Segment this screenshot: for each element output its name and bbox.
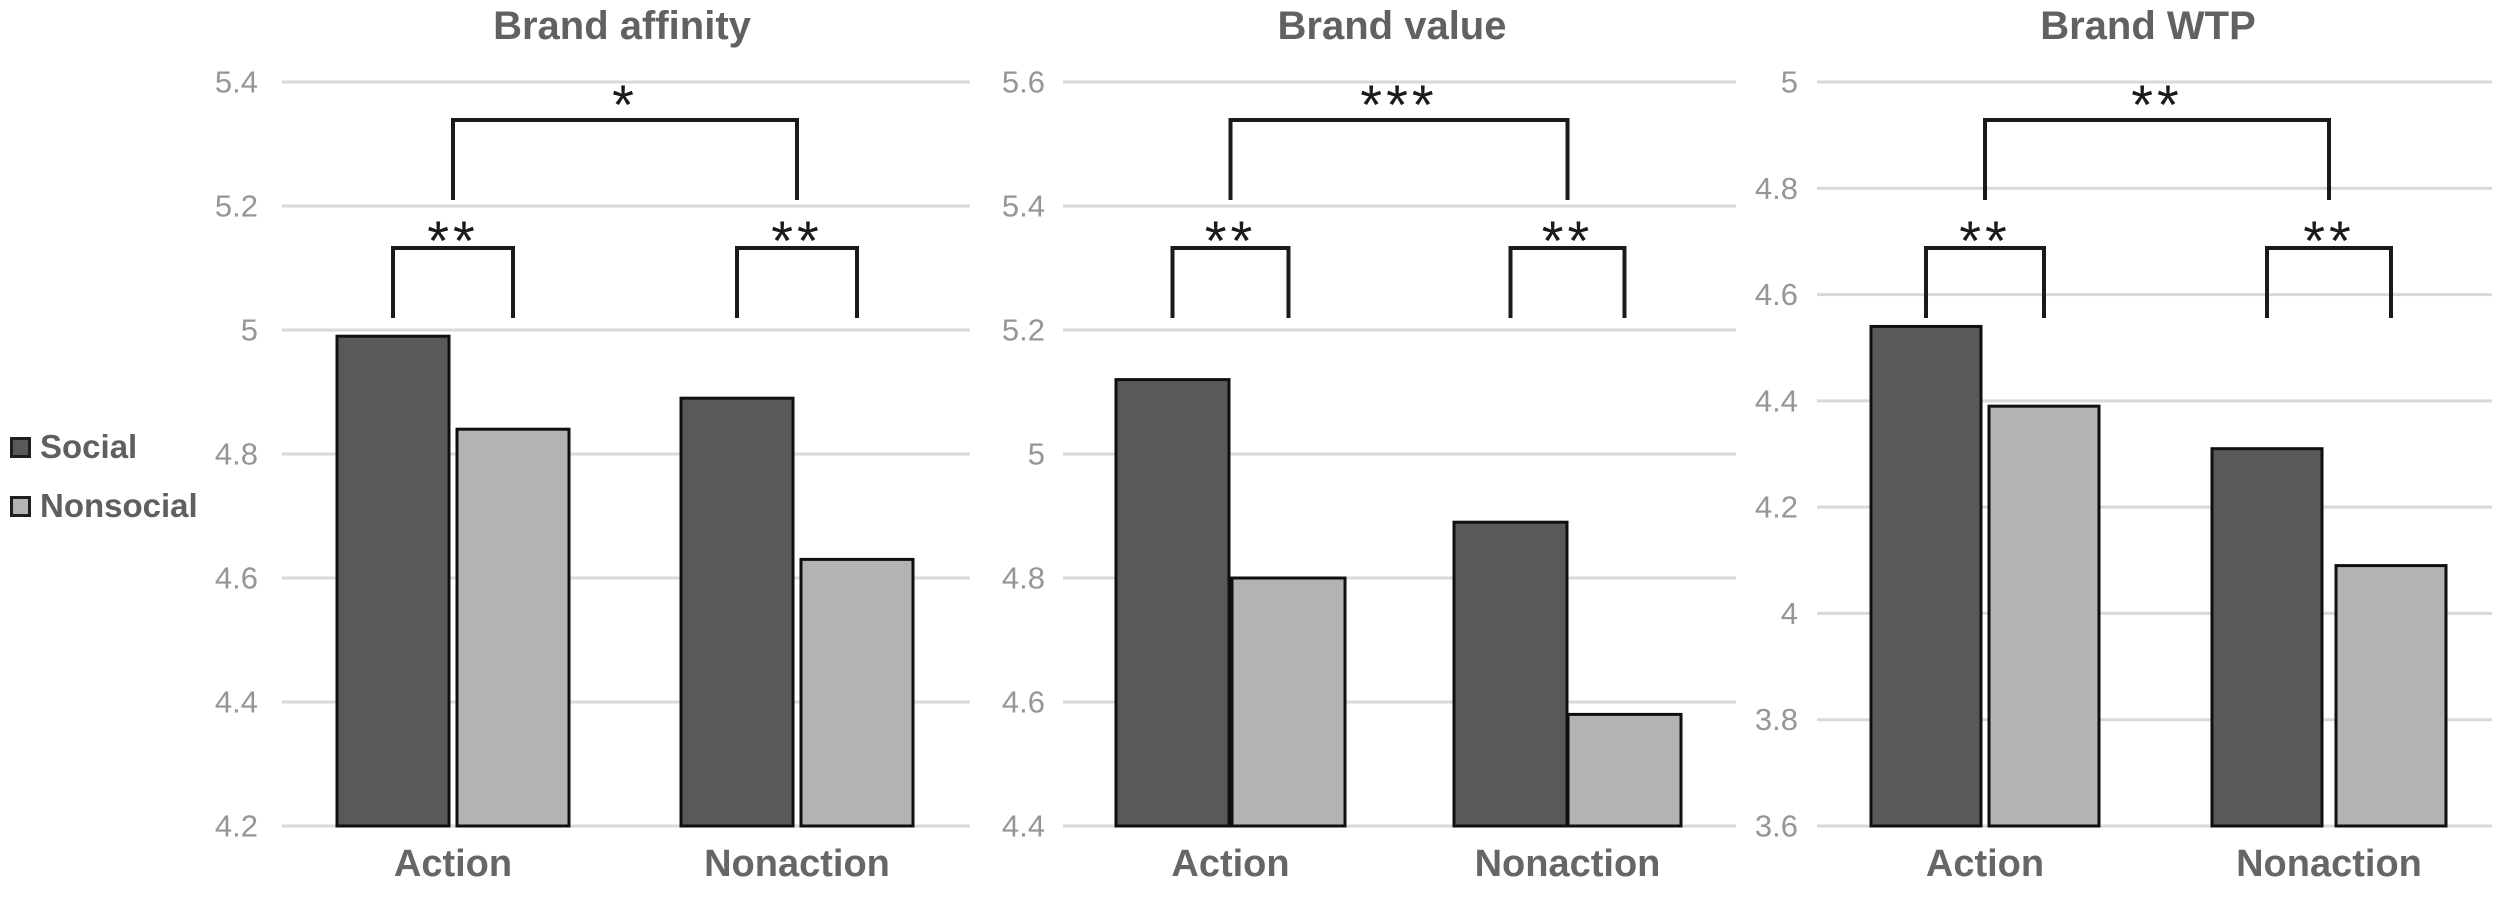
y-tick-label: 4.4 <box>1002 809 1045 844</box>
y-tick-label: 4.8 <box>1755 171 1798 206</box>
y-tick-label: 5 <box>241 313 258 348</box>
legend-swatch-nonsocial <box>10 495 31 517</box>
y-tick-label: 4.8 <box>215 437 258 472</box>
bar-nonsocial-nonaction <box>2334 564 2448 828</box>
y-tick-label: 4.6 <box>215 561 258 596</box>
bar-social-action <box>1869 324 1983 828</box>
y-tick-label: 4.6 <box>1755 277 1798 312</box>
between-groups-significance-bracket <box>1983 118 2331 200</box>
between-groups-significance-bracket <box>451 118 799 200</box>
y-tick-label: 4 <box>1781 596 1798 631</box>
y-tick-label: 4.2 <box>1755 490 1798 525</box>
legend-label-nonsocial: Nonsocial <box>40 487 198 524</box>
y-tick-label: 4.4 <box>1755 383 1798 418</box>
bar-nonsocial-nonaction <box>1566 712 1683 828</box>
y-tick-label: 5.2 <box>215 189 258 224</box>
pair-significance-stars: ** <box>1542 209 1594 272</box>
category-label-nonaction: Nonaction <box>2236 843 2422 885</box>
bar-social-nonaction <box>2210 447 2324 828</box>
pair-significance-bracket <box>1924 246 2046 318</box>
category-label-nonaction: Nonaction <box>1475 843 1661 885</box>
category-label-nonaction: Nonaction <box>704 843 890 885</box>
legend-label-social: Social <box>40 428 138 465</box>
pair-significance-stars: ** <box>427 209 479 272</box>
pair-significance-bracket <box>2265 246 2393 318</box>
between-groups-significance-stars: ** <box>2131 73 2183 136</box>
bar-nonsocial-nonaction <box>799 557 915 828</box>
bar-nonsocial-action <box>1230 576 1347 828</box>
bar-nonsocial-action <box>455 427 571 828</box>
chart-title-brand-affinity: Brand affinity <box>493 4 751 48</box>
y-tick-label: 4.4 <box>215 685 258 720</box>
bar-social-nonaction <box>679 396 795 828</box>
between-groups-significance-stars: *** <box>1360 73 1437 136</box>
legend: Social Nonsocial <box>10 428 198 524</box>
pair-significance-bracket <box>391 246 515 318</box>
y-tick-label: 4.2 <box>215 809 258 844</box>
y-tick-label: 5.4 <box>1002 189 1045 224</box>
pair-significance-stars: ** <box>1205 209 1257 272</box>
y-tick-label: 5 <box>1028 437 1045 472</box>
y-tick-label: 5 <box>1781 65 1798 100</box>
pair-significance-stars: ** <box>2303 209 2355 272</box>
bar-social-action <box>1114 378 1231 828</box>
bar-nonsocial-action <box>1987 404 2101 828</box>
category-label-action: Action <box>1926 843 2044 885</box>
bar-social-action <box>335 334 451 828</box>
pair-significance-stars: ** <box>1959 209 2011 272</box>
y-tick-label: 3.8 <box>1755 702 1798 737</box>
category-label-action: Action <box>394 843 512 885</box>
bar-social-nonaction <box>1452 520 1569 828</box>
y-tick-label: 3.6 <box>1755 809 1798 844</box>
y-tick-label: 5.4 <box>215 65 258 100</box>
y-tick-label: 5.2 <box>1002 313 1045 348</box>
legend-swatch-social <box>10 436 31 458</box>
chart-title-brand-value: Brand value <box>1277 4 1507 48</box>
between-groups-significance-stars: * <box>612 73 638 136</box>
between-groups-significance-bracket <box>1228 118 1570 200</box>
pair-significance-bracket <box>1170 246 1291 318</box>
pair-significance-bracket <box>1508 246 1627 318</box>
y-tick-label: 4.6 <box>1002 685 1045 720</box>
legend-item-social: Social <box>10 428 198 465</box>
legend-item-nonsocial: Nonsocial <box>10 487 198 524</box>
y-tick-label: 5.6 <box>1002 65 1045 100</box>
category-label-action: Action <box>1171 843 1289 885</box>
y-tick-label: 4.8 <box>1002 561 1045 596</box>
pair-significance-bracket <box>735 246 859 318</box>
pair-significance-stars: ** <box>771 209 823 272</box>
chart-title-brand-wtp: Brand WTP <box>2040 4 2256 48</box>
